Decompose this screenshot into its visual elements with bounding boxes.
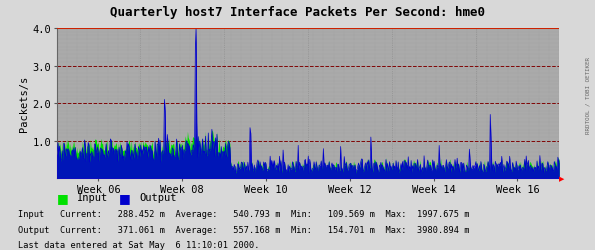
Text: ■: ■ [57,191,68,204]
Text: Last data entered at Sat May  6 11:10:01 2000.: Last data entered at Sat May 6 11:10:01 … [18,240,259,249]
Text: Quarterly host7 Interface Packets Per Second: hme0: Quarterly host7 Interface Packets Per Se… [110,6,485,19]
Text: ■: ■ [119,191,131,204]
Text: Output: Output [140,192,177,202]
Text: Input   Current:   288.452 m  Average:   540.793 m  Min:   109.569 m  Max:  1997: Input Current: 288.452 m Average: 540.79… [18,209,469,218]
Y-axis label: Packets/s: Packets/s [20,76,29,132]
Text: Input: Input [77,192,109,202]
Text: Output  Current:   371.061 m  Average:   557.168 m  Min:   154.701 m  Max:  3980: Output Current: 371.061 m Average: 557.1… [18,225,469,234]
Text: ▶: ▶ [559,176,565,182]
Text: RRDTOOL / TOBI OETIKER: RRDTOOL / TOBI OETIKER [585,57,590,133]
